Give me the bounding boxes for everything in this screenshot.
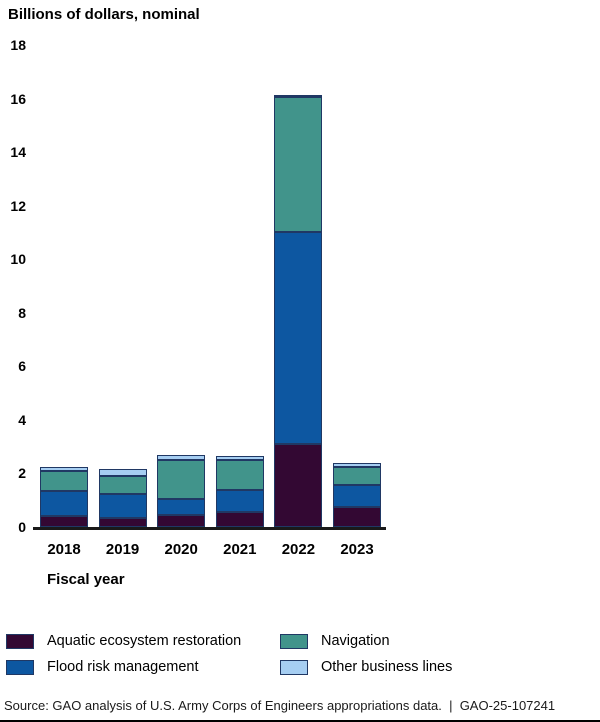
x-axis-line	[33, 527, 386, 530]
x-tick-label: 2021	[223, 541, 257, 558]
y-tick-label: 6	[18, 358, 26, 375]
y-tick-label: 14	[10, 144, 26, 161]
y-tick-label: 8	[18, 304, 26, 321]
bar-segment	[215, 489, 264, 513]
bar-segment	[98, 469, 147, 477]
source-note: Source: GAO analysis of U.S. Army Corps …	[4, 698, 556, 713]
bar-segment	[40, 516, 88, 527]
legend-label: Other business lines	[321, 659, 453, 675]
bar-segment	[98, 493, 147, 518]
y-tick-label: 0	[18, 519, 26, 535]
chart-title: Billions of dollars, nominal	[8, 6, 200, 23]
bar-segment	[40, 490, 88, 517]
bar-segment	[40, 466, 88, 471]
bar-segment	[333, 462, 381, 467]
x-tick-label: 2022	[281, 541, 316, 558]
x-axis-title: Fiscal year	[47, 571, 125, 588]
x-tick-label: 2023	[340, 541, 374, 558]
y-tick-label: 16	[10, 90, 26, 107]
legend-item: Aquatic ecosystem restoration	[6, 628, 280, 654]
x-tick-label: 2019	[105, 541, 140, 558]
bottom-rule	[0, 720, 600, 722]
legend-swatch	[6, 633, 34, 649]
legend-item: Other business lines	[280, 654, 452, 680]
y-tick-label: 2	[18, 465, 26, 482]
legend-item: Flood risk management	[6, 654, 280, 680]
y-tick-label: 10	[10, 251, 26, 268]
bar-segment	[157, 514, 206, 527]
bar-segment	[333, 506, 381, 527]
x-tick-label: 2020	[164, 541, 198, 558]
bar-segment	[274, 232, 323, 444]
bar-segment	[40, 470, 88, 491]
legend-swatch	[280, 633, 308, 649]
x-tick-label: 2018	[47, 541, 81, 558]
bar-segment	[274, 443, 323, 527]
y-tick-label: 4	[18, 411, 26, 428]
bar-segment	[157, 454, 206, 461]
legend-label: Flood risk management	[47, 659, 199, 675]
legend-item: Navigation	[280, 628, 452, 654]
legend-label: Aquatic ecosystem restoration	[47, 633, 242, 649]
bar-segment	[215, 456, 264, 461]
plot-area: 0 2 4 6 8 10 12 14 16 18 2018 2019 2020 2021 2022 2023	[10, 36, 386, 558]
y-tick-label: 12	[10, 197, 26, 214]
legend-swatch	[280, 659, 308, 675]
bar-segment	[98, 476, 147, 494]
bar-segment	[274, 97, 323, 233]
y-tick-label: 18	[10, 36, 26, 53]
legend-swatch	[6, 659, 34, 675]
legend-label: Navigation	[321, 633, 390, 649]
bar-segment	[333, 485, 381, 507]
bar-segment	[157, 498, 206, 515]
legend: Aquatic ecosystem restoration Flood risk …	[6, 628, 452, 680]
bar-segment	[333, 466, 381, 486]
bar-segment	[215, 460, 264, 490]
bar-segment	[98, 517, 147, 527]
bar-segment	[215, 512, 264, 527]
bar-segment	[274, 94, 323, 98]
bar-segment	[157, 460, 206, 499]
